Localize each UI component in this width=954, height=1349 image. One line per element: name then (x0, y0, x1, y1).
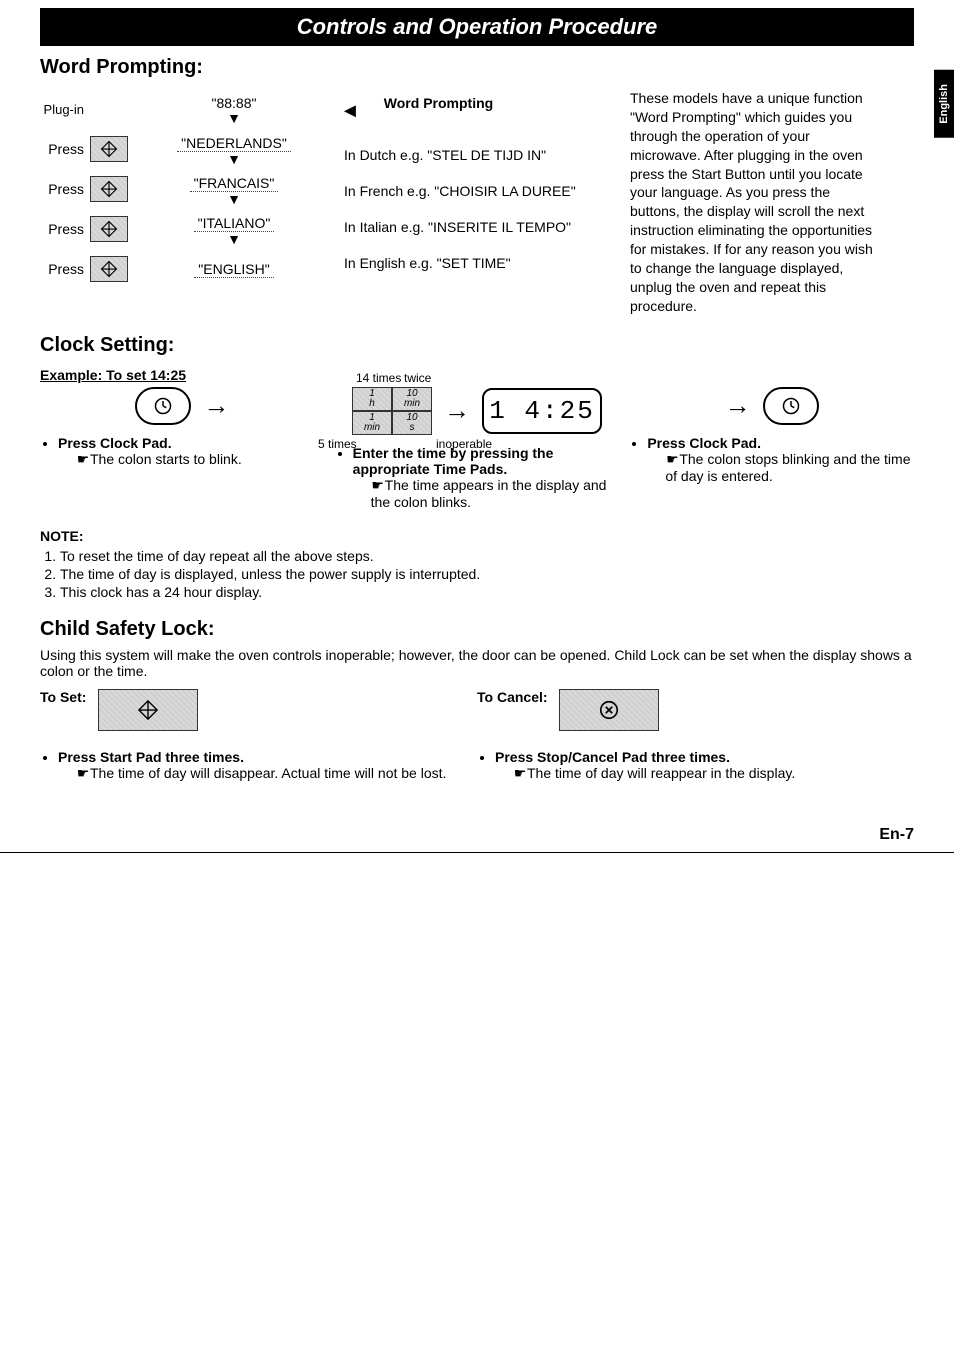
example-italian: In Italian e.g. "INSERITE IL TEMPO" (344, 219, 630, 235)
label-inoperable: inoperable (436, 437, 492, 451)
note-list: To reset the time of day repeat all the … (40, 548, 914, 600)
arrow-icon: → (725, 390, 751, 421)
start-button-1[interactable] (90, 136, 128, 162)
clock-example-label: Example: To set 14:25 (40, 367, 186, 383)
time-pad-grid[interactable]: 14 times twice 5 times inoperable 1h 10m… (352, 387, 432, 435)
note-item: This clock has a 24 hour display. (60, 584, 914, 600)
csl-set-sub: The time of day will disappear. Actual t… (90, 765, 446, 781)
label-5times: 5 times (318, 437, 357, 451)
clock-pad-icon-1[interactable] (135, 387, 191, 425)
press-label-1: Press (40, 141, 90, 157)
display-nederlands: "NEDERLANDS" (177, 135, 291, 152)
page-header: Controls and Operation Procedure (40, 8, 914, 46)
clock-step1-title: Press Clock Pad. (58, 435, 172, 451)
display-english: "ENGLISH" (194, 261, 273, 278)
clock-step1-sub: The colon starts to blink. (90, 451, 242, 467)
child-safety-intro: Using this system will make the oven con… (40, 647, 914, 679)
page-divider (0, 852, 954, 853)
page-number: En-7 (40, 826, 914, 844)
display-8888: "88:88" (212, 95, 257, 111)
back-arrow-icon: ◄ (340, 100, 360, 123)
press-label-4: Press (40, 261, 90, 277)
example-dutch: In Dutch e.g. "STEL DE TIJD IN" (344, 147, 630, 163)
timepad-10min[interactable]: 10min (392, 387, 432, 411)
example-english: In English e.g. "SET TIME" (344, 255, 630, 271)
example-french: In French e.g. "CHOISIR LA DUREE" (344, 183, 630, 199)
clock-pad-icon-2[interactable] (763, 387, 819, 425)
lcd-display: 1 4:25 (482, 388, 602, 434)
csl-cancel-title: Press Stop/Cancel Pad three times. (495, 749, 730, 765)
clock-diagram-row: → Press Clock Pad. ☛The colon starts to … (40, 387, 914, 514)
label-twice: twice (404, 371, 431, 385)
language-tab: English (934, 70, 954, 138)
stop-cancel-pad-button[interactable] (559, 689, 659, 731)
word-prompting-mid-title: Word Prompting (384, 95, 493, 111)
timepad-1min[interactable]: 1min (352, 411, 392, 435)
word-prompting-heading: Word Prompting: (40, 56, 914, 79)
display-francais: "FRANCAIS" (190, 175, 279, 192)
note-item: To reset the time of day repeat all the … (60, 548, 914, 564)
clock-setting-heading: Clock Setting: (40, 334, 914, 357)
csl-cancel-sub: The time of day will reappear in the dis… (527, 765, 795, 781)
to-cancel-label: To Cancel: (477, 689, 548, 705)
plugin-label: Plug-in (40, 102, 90, 117)
timepad-1h[interactable]: 1h (352, 387, 392, 411)
clock-step3-title: Press Clock Pad. (647, 435, 761, 451)
press-label-3: Press (40, 221, 90, 237)
start-button-4[interactable] (90, 256, 128, 282)
note-heading: NOTE: (40, 528, 914, 544)
child-safety-heading: Child Safety Lock: (40, 618, 914, 641)
to-set-label: To Set: (40, 689, 86, 705)
start-pad-button[interactable] (98, 689, 198, 731)
display-italiano: "ITALIANO" (194, 215, 275, 232)
clock-step2-sub: The time appears in the display and the … (371, 477, 607, 510)
arrow-icon: → (444, 395, 470, 426)
note-item: The time of day is displayed, unless the… (60, 566, 914, 582)
word-prompting-description: These models have a unique function "Wor… (630, 89, 914, 316)
word-prompting-flow: Plug-in "88:88"▼ Press "NEDERLANDS"▼ Pre… (40, 89, 340, 316)
arrow-icon: → (203, 390, 229, 421)
start-button-3[interactable] (90, 216, 128, 242)
start-button-2[interactable] (90, 176, 128, 202)
press-label-2: Press (40, 181, 90, 197)
clock-step3-sub: The colon stops blinking and the time of… (665, 451, 910, 484)
word-prompting-examples: ◄ Word Prompting In Dutch e.g. "STEL DE T… (340, 89, 630, 316)
label-14times: 14 times (356, 371, 401, 385)
csl-set-title: Press Start Pad three times. (58, 749, 244, 765)
timepad-10s[interactable]: 10s (392, 411, 432, 435)
